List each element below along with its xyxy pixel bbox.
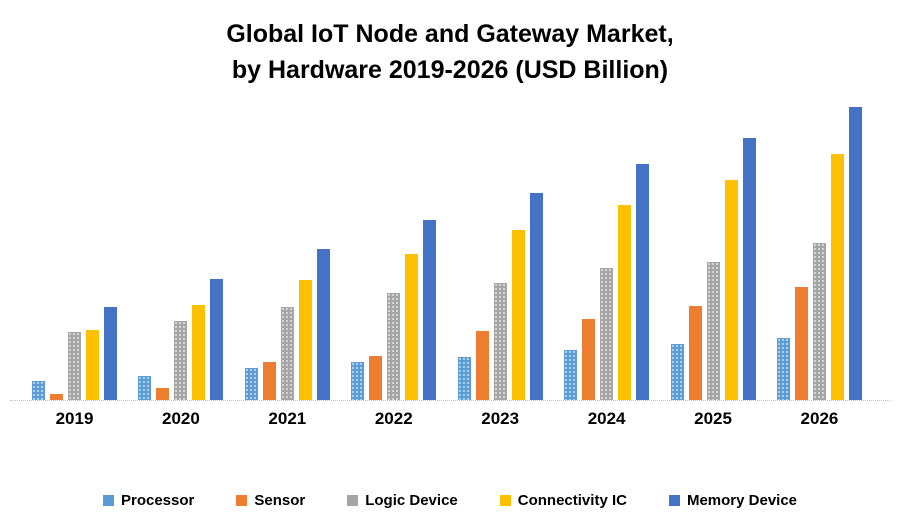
legend-item-connectivity-ic: Connectivity IC (499, 492, 627, 509)
legend-label-memory-device: Memory Device (686, 492, 798, 509)
bars-2023 (457, 100, 543, 400)
bar-memory-device-2020 (210, 279, 224, 400)
bar-group-2020: 2020 (138, 100, 224, 428)
bar-sensor-2024 (582, 319, 596, 400)
legend-label-sensor: Sensor (254, 492, 306, 509)
bar-logic-device-2023 (493, 283, 507, 400)
legend-item-memory-device: Memory Device (668, 492, 798, 509)
bar-logic-device-2026 (812, 243, 826, 400)
chart-title: Global IoT Node and Gateway Market, by H… (0, 16, 900, 88)
bar-memory-device-2026 (848, 107, 862, 400)
bar-group-2022: 2022 (351, 100, 437, 428)
bar-sensor-2021 (262, 362, 276, 400)
bar-connectivity-ic-2021 (298, 280, 312, 400)
bars-2020 (138, 100, 224, 400)
bar-memory-device-2021 (316, 249, 330, 400)
bar-group-2021: 2021 (244, 100, 330, 428)
bar-logic-device-2025 (706, 262, 720, 400)
legend-item-processor: Processor (102, 492, 195, 509)
bar-group-2025: 2025 (670, 100, 756, 428)
bar-logic-device-2024 (600, 268, 614, 400)
bars-2022 (351, 100, 437, 400)
chart-title-line2: by Hardware 2019-2026 (USD Billion) (231, 56, 669, 84)
plot-area: 2019 2020 2021 2022 2023 2024 2025 2026 (10, 100, 890, 428)
bar-logic-device-2019 (68, 332, 81, 400)
bar-memory-device-2025 (742, 138, 756, 400)
bar-groups-container: 2019 2020 2021 2022 2023 2024 2025 2026 (10, 100, 890, 428)
bar-logic-device-2021 (280, 307, 294, 400)
bar-processor-2021 (244, 368, 258, 400)
legend-label-connectivity-ic: Connectivity IC (517, 492, 627, 509)
legend: Processor Sensor Logic Device Connectivity … (0, 492, 900, 509)
bar-processor-2026 (776, 338, 790, 400)
bar-sensor-2022 (369, 356, 383, 400)
legend-swatch-logic-device (347, 495, 359, 506)
legend-swatch-processor (102, 495, 114, 506)
bar-group-2024: 2024 (564, 100, 650, 428)
x-axis-line (10, 400, 890, 401)
bar-memory-device-2022 (423, 220, 437, 400)
x-axis-label-2023: 2023 (481, 409, 520, 428)
bar-connectivity-ic-2020 (192, 305, 206, 400)
bar-memory-device-2024 (636, 164, 650, 400)
bar-group-2026: 2026 (776, 100, 862, 428)
bar-processor-2022 (351, 362, 365, 400)
x-axis-label-2020: 2020 (162, 409, 200, 428)
bar-sensor-2023 (475, 331, 489, 400)
bars-2025 (670, 100, 756, 400)
bar-connectivity-ic-2026 (830, 154, 844, 400)
bars-2021 (244, 100, 330, 400)
x-axis-label-2025: 2025 (694, 409, 732, 428)
chart-title-line1: Global IoT Node and Gateway Market, (226, 20, 674, 48)
bar-processor-2025 (670, 344, 684, 400)
x-axis-label-2021: 2021 (268, 409, 307, 428)
bar-memory-device-2023 (529, 193, 543, 400)
bars-2026 (776, 100, 862, 400)
bar-connectivity-ic-2022 (405, 254, 419, 400)
legend-swatch-memory-device (668, 495, 680, 506)
bars-2019 (32, 100, 117, 400)
bar-sensor-2025 (688, 306, 702, 400)
legend-label-logic-device: Logic Device (365, 492, 458, 509)
bar-connectivity-ic-2019 (86, 330, 99, 400)
bar-connectivity-ic-2025 (724, 180, 738, 400)
bar-processor-2023 (457, 357, 471, 400)
bar-group-2019: 2019 (32, 100, 117, 428)
bar-processor-2020 (138, 376, 152, 400)
bars-2024 (564, 100, 650, 400)
bar-memory-device-2019 (104, 307, 117, 400)
bar-processor-2019 (32, 381, 45, 400)
legend-item-sensor: Sensor (236, 492, 305, 509)
bar-sensor-2019 (50, 394, 63, 400)
legend-swatch-sensor (236, 495, 248, 506)
bar-logic-device-2022 (387, 293, 401, 400)
x-axis-label-2026: 2026 (800, 409, 839, 428)
bar-connectivity-ic-2023 (511, 230, 525, 400)
bar-processor-2024 (564, 350, 578, 400)
legend-label-processor: Processor (120, 492, 195, 509)
bar-group-2023: 2023 (457, 100, 543, 428)
legend-swatch-connectivity-ic (499, 495, 511, 506)
x-axis-label-2024: 2024 (587, 409, 626, 428)
x-axis-label-2019: 2019 (55, 409, 94, 428)
legend-item-logic-device: Logic Device (347, 492, 458, 509)
bar-logic-device-2020 (174, 321, 188, 400)
bar-sensor-2026 (794, 287, 808, 400)
x-axis-label-2022: 2022 (374, 409, 413, 428)
bar-connectivity-ic-2024 (618, 205, 632, 400)
bar-sensor-2020 (156, 388, 170, 400)
